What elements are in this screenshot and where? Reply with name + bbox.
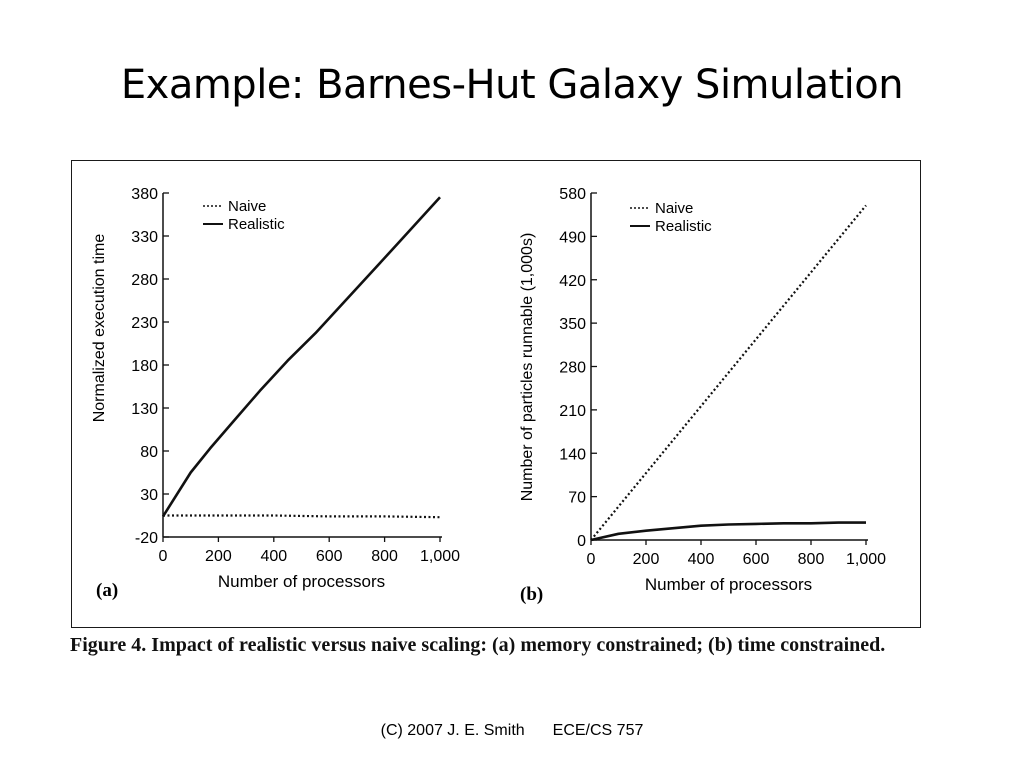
chart-b-y-tick-label: 140 xyxy=(559,446,586,463)
chart-b-x-tick-label: 400 xyxy=(688,551,715,568)
chart-a-x-tick-label: 1,000 xyxy=(420,548,460,565)
chart-a-y-tick-label: -20 xyxy=(135,530,158,547)
chart-b-legend-label-realistic: Realistic xyxy=(655,218,712,235)
chart-b-y-tick-label: 350 xyxy=(559,316,586,333)
chart-b-x-tick-label: 0 xyxy=(587,551,596,568)
chart-a-series-naive-line xyxy=(163,514,441,519)
chart-b-y-tick-label: 580 xyxy=(559,186,586,203)
chart-a-y-tick-label: 80 xyxy=(140,444,158,461)
chart-a-x-tick-label: 0 xyxy=(159,548,168,565)
chart-b-x-axis-title: Number of processors xyxy=(645,575,812,594)
figure-caption: Figure 4. Impact of realistic versus nai… xyxy=(70,634,886,656)
chart-a-x-tick-label: 400 xyxy=(260,548,287,565)
chart-a-y-tick-label: 330 xyxy=(131,229,158,246)
chart-b-y-tick-label: 420 xyxy=(559,273,586,290)
chart-a-x-tick-label: 800 xyxy=(371,548,398,565)
slide-footer: (C) 2007 J. E. Smith ECE/CS 757 xyxy=(0,722,1024,740)
slide-title: Example: Barnes-Hut Galaxy Simulation xyxy=(120,62,904,108)
chart-b-legend-label-naive: Naive xyxy=(655,200,693,217)
chart-b-x-tick-label: 200 xyxy=(633,551,660,568)
chart-a-y-tick-label: 130 xyxy=(131,401,158,418)
footer-course: ECE/CS 757 xyxy=(552,722,644,739)
chart-b-y-tick-label: 280 xyxy=(559,360,586,377)
chart-a-y-axis-title: Normalized execution time xyxy=(91,234,108,423)
chart-a-x-tick-label: 200 xyxy=(205,548,232,565)
chart-a-panel-label: (a) xyxy=(96,580,118,601)
chart-b-x-tick-label: 1,000 xyxy=(846,551,886,568)
chart-a-y-tick-label: 280 xyxy=(131,272,158,289)
chart-b-series-realistic-line xyxy=(590,521,866,542)
chart-b-y-axis-title: Number of particles runnable (1,000s) xyxy=(519,233,536,502)
chart-b-panel-label: (b) xyxy=(520,584,543,605)
chart-a-y-tick-label: 180 xyxy=(131,358,158,375)
chart-b-x-tick-label: 800 xyxy=(798,551,825,568)
chart-a-legend-label-naive: Naive xyxy=(228,198,266,215)
chart-b-series-naive-line xyxy=(590,204,867,541)
chart-a-x-axis-title: Number of processors xyxy=(218,572,385,591)
chart-a-x-tick-label: 600 xyxy=(316,548,343,565)
chart-b-y-tick-label: 70 xyxy=(568,490,586,507)
chart-b-y-tick-label: 490 xyxy=(559,229,586,246)
chart-a-legend-label-realistic: Realistic xyxy=(228,216,285,233)
chart-b-y-tick-label: 0 xyxy=(577,533,586,550)
chart-a-y-tick-label: 380 xyxy=(131,186,158,203)
chart-a-y-tick-label: 230 xyxy=(131,315,158,332)
footer-copyright: (C) 2007 J. E. Smith xyxy=(380,722,525,739)
chart-b-x-tick-label: 600 xyxy=(743,551,770,568)
chart-b-y-tick-label: 210 xyxy=(559,403,586,420)
figure-frame xyxy=(71,160,921,628)
chart-a-y-tick-label: 30 xyxy=(140,487,158,504)
chart-a-series-realistic-line xyxy=(161,196,441,518)
